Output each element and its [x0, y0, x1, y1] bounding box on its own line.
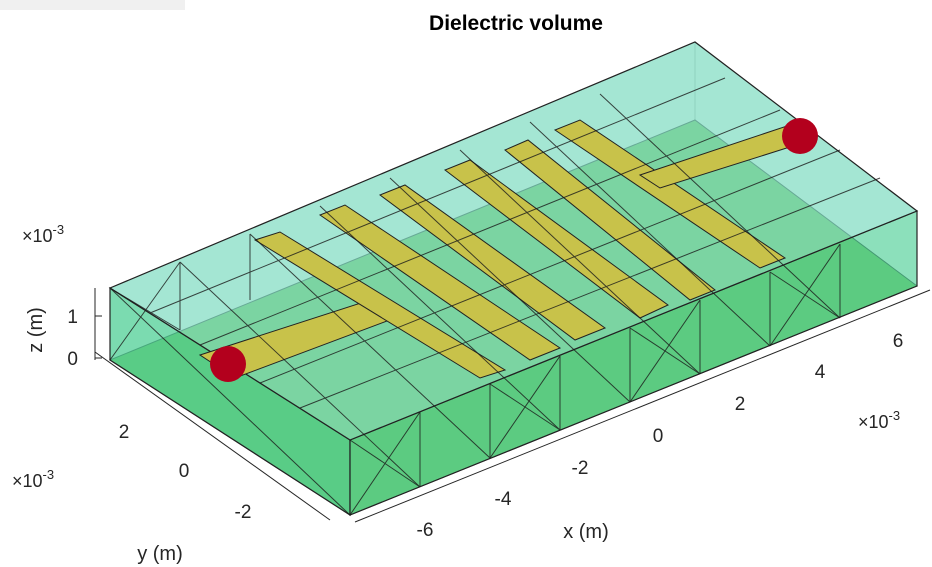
- feed-point-left: [210, 346, 246, 382]
- x-tick-label: -6: [417, 520, 434, 541]
- y-tick-label: -2: [235, 502, 252, 523]
- z-exponent: ×10-3: [22, 222, 64, 246]
- x-tick-label: 0: [653, 426, 664, 447]
- conductor-traces: [198, 119, 814, 379]
- axis-lines: [94, 288, 931, 523]
- x-tick-label: -2: [572, 458, 589, 479]
- y-tick-label: 2: [119, 422, 130, 443]
- x-tick-label: 2: [735, 394, 746, 415]
- z-axis-label: z (m): [25, 307, 47, 353]
- feed-point-right: [782, 118, 818, 154]
- x-axis-label: x (m): [563, 521, 609, 543]
- figure-toolbar-strip: [0, 0, 185, 10]
- y-tick-label: 0: [179, 461, 190, 482]
- mesh-lines: [109, 77, 881, 516]
- x-exponent: ×10-3: [858, 408, 900, 432]
- z-ticks: [95, 315, 102, 359]
- x-tick-label: -4: [495, 489, 512, 510]
- chart-title: Dielectric volume: [429, 12, 603, 35]
- x-tick-label: 6: [893, 331, 904, 352]
- x-tick-label: 4: [815, 362, 826, 383]
- y-exponent: ×10-3: [12, 467, 54, 491]
- z-tick-label: 0: [67, 349, 78, 370]
- z-tick-label: 1: [67, 307, 78, 328]
- y-axis-label: y (m): [137, 543, 183, 565]
